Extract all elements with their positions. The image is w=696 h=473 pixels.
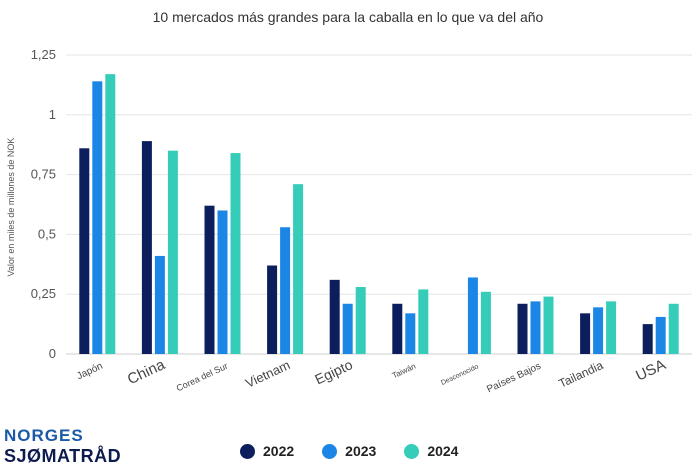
y-tick-label: 0,25 [31,286,56,301]
x-tick-label: Egipto [312,356,355,387]
bar [141,141,152,354]
bar [480,291,491,354]
legend-item[interactable]: 2022 [240,443,294,459]
x-tick-label: Desconocido [440,363,480,386]
legend: 2022 2023 2024 [240,441,486,461]
bar [167,150,178,354]
bar [329,279,340,354]
bar [642,324,653,354]
legend-swatch [404,443,420,459]
bar [355,287,366,354]
bar [418,289,429,354]
bar [267,265,278,354]
bar [593,307,604,354]
legend-label: 2023 [345,443,377,459]
bar [293,184,304,354]
bar [92,81,103,354]
bar [342,303,353,354]
legend-label: 2024 [427,443,459,459]
bar [580,313,591,354]
x-tick-label: Países Bajos [485,361,543,396]
bar [217,210,228,354]
logo-line2: SJØMATRÅD [4,446,122,466]
bar [405,313,416,354]
legend-item[interactable]: 2024 [404,443,458,459]
bar [467,277,478,354]
legend-item[interactable]: 2023 [322,443,376,459]
y-tick-label: 1,25 [31,47,56,62]
bar [154,255,165,354]
y-tick-label: 0,75 [31,167,56,182]
bar [392,303,403,354]
x-tick-label: USA [633,356,668,384]
chart-title: 10 mercados más grandes para la caballa … [152,9,544,25]
bar [606,301,617,354]
x-tick-label: Taiwán [391,362,417,381]
bar [230,153,241,354]
legend-swatch [322,443,338,459]
bar [79,148,90,354]
bar [655,316,666,354]
x-tick-label: Tailandia [557,358,606,391]
y-tick-label: 0 [49,346,56,361]
bar [105,74,116,355]
x-tick-label: Vietnam [243,357,292,391]
y-tick-labels: 0 0,25 0,5 0,75 1 1,25 [31,47,56,361]
norges-sjomatrad-logo: NORGES SJØMATRÅD [4,426,121,466]
legend-label: 2022 [263,443,295,459]
x-tick-label: China [125,356,168,388]
bar [668,303,679,354]
y-tick-label: 1 [49,107,56,122]
legend-swatch [240,443,255,459]
bar [517,303,528,354]
x-tick-label: Corea del Sur [175,361,230,394]
bar [530,301,541,354]
x-tick-labels: Japón China Corea del Sur Vietnam Egipto Taiw… [75,356,668,395]
y-axis-label: Valor en miles de millones de NOK [6,138,16,277]
bar [280,227,291,354]
bar [543,296,554,354]
logo-line1: NORGES [4,426,84,445]
y-tick-label: 0,5 [38,226,56,241]
bar [204,205,215,354]
x-tick-label: Japón [75,361,104,382]
bars [79,74,679,355]
